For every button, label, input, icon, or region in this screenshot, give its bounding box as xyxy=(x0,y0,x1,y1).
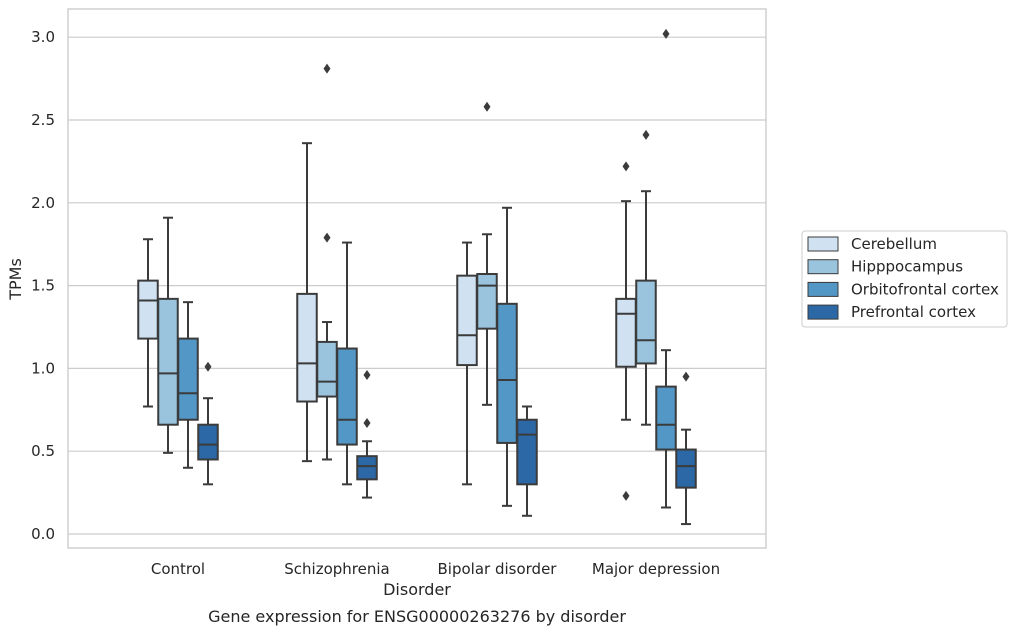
legend-swatch xyxy=(807,304,839,320)
outlier-point xyxy=(323,63,331,74)
box-element xyxy=(635,129,657,426)
outlier-point xyxy=(662,28,670,39)
box-iqr xyxy=(197,423,219,461)
outlier-point xyxy=(363,370,371,381)
y-tick-label: 0.0 xyxy=(31,525,55,543)
x-axis-label: Disorder xyxy=(383,580,451,599)
box-element xyxy=(516,405,538,517)
x-tick-labels: Control Schizophrenia Bipolar disorder Majo… xyxy=(151,560,720,578)
outlier-point xyxy=(204,361,212,372)
box-iqr xyxy=(635,279,657,365)
legend-swatch xyxy=(807,236,839,252)
box-iqr xyxy=(157,297,179,426)
box-element xyxy=(456,241,478,486)
box-iqr xyxy=(615,297,637,368)
outlier-point xyxy=(622,161,630,172)
box-plot-series xyxy=(137,28,697,526)
series-hipppocampus xyxy=(157,63,657,461)
box-element xyxy=(336,241,358,486)
y-tick-label: 1.5 xyxy=(31,277,55,295)
box-element xyxy=(675,371,697,526)
series-orbitofrontal-cortex xyxy=(177,28,677,509)
outlier-point xyxy=(682,371,690,382)
box-iqr xyxy=(496,302,518,444)
box-iqr xyxy=(476,273,498,330)
box-iqr xyxy=(456,274,478,367)
legend-frame xyxy=(801,230,1008,328)
legend: Cerebellum Hipppocampus Orbitofrontal cort… xyxy=(801,230,1008,328)
box-iqr xyxy=(137,279,159,340)
x-tick-label: Major depression xyxy=(592,560,720,578)
legend-label: Hipppocampus xyxy=(851,258,963,276)
y-tick-labels: 0.0 0.5 1.0 1.5 2.0 2.5 3.0 xyxy=(31,28,55,543)
series-cerebellum xyxy=(137,142,637,501)
box-iqr xyxy=(177,337,199,421)
box-element xyxy=(356,370,378,499)
outlier-point xyxy=(483,101,491,112)
legend-label: Orbitofrontal cortex xyxy=(851,280,999,298)
box-element xyxy=(177,301,199,469)
box-iqr xyxy=(675,448,697,489)
legend-label: Cerebellum xyxy=(851,235,937,253)
y-axis-label: TPMs xyxy=(6,258,25,301)
outlier-point xyxy=(323,232,331,243)
box-iqr xyxy=(336,347,358,446)
legend-swatch xyxy=(807,281,839,297)
box-iqr xyxy=(356,455,378,481)
box-iqr xyxy=(316,340,338,398)
box-element xyxy=(476,101,498,406)
y-tick-label: 2.0 xyxy=(31,194,55,212)
chart-caption: Gene expression for ENSG00000263276 by d… xyxy=(208,607,626,626)
box-iqr xyxy=(296,292,318,403)
y-tick-label: 1.0 xyxy=(31,359,55,377)
outlier-point xyxy=(363,418,371,429)
y-tick-label: 0.5 xyxy=(31,442,55,460)
box-element xyxy=(496,206,518,507)
box-element xyxy=(296,142,318,463)
legend-swatch xyxy=(807,259,839,275)
plot-area-frame xyxy=(67,8,767,549)
x-tick-label: Bipolar disorder xyxy=(438,560,558,578)
box-iqr xyxy=(516,418,538,486)
series-prefrontal-cortex xyxy=(197,361,697,526)
outlier-point xyxy=(642,129,650,140)
box-element xyxy=(137,238,159,408)
y-tick-label: 3.0 xyxy=(31,28,55,46)
y-tick-label: 2.5 xyxy=(31,111,55,129)
box-element xyxy=(655,28,677,509)
x-tick-label: Control xyxy=(151,560,205,578)
x-tick-label: Schizophrenia xyxy=(284,560,389,578)
box-iqr xyxy=(655,385,677,451)
outlier-point xyxy=(622,490,630,501)
box-element xyxy=(197,361,219,486)
legend-label: Prefrontal cortex xyxy=(851,303,976,321)
